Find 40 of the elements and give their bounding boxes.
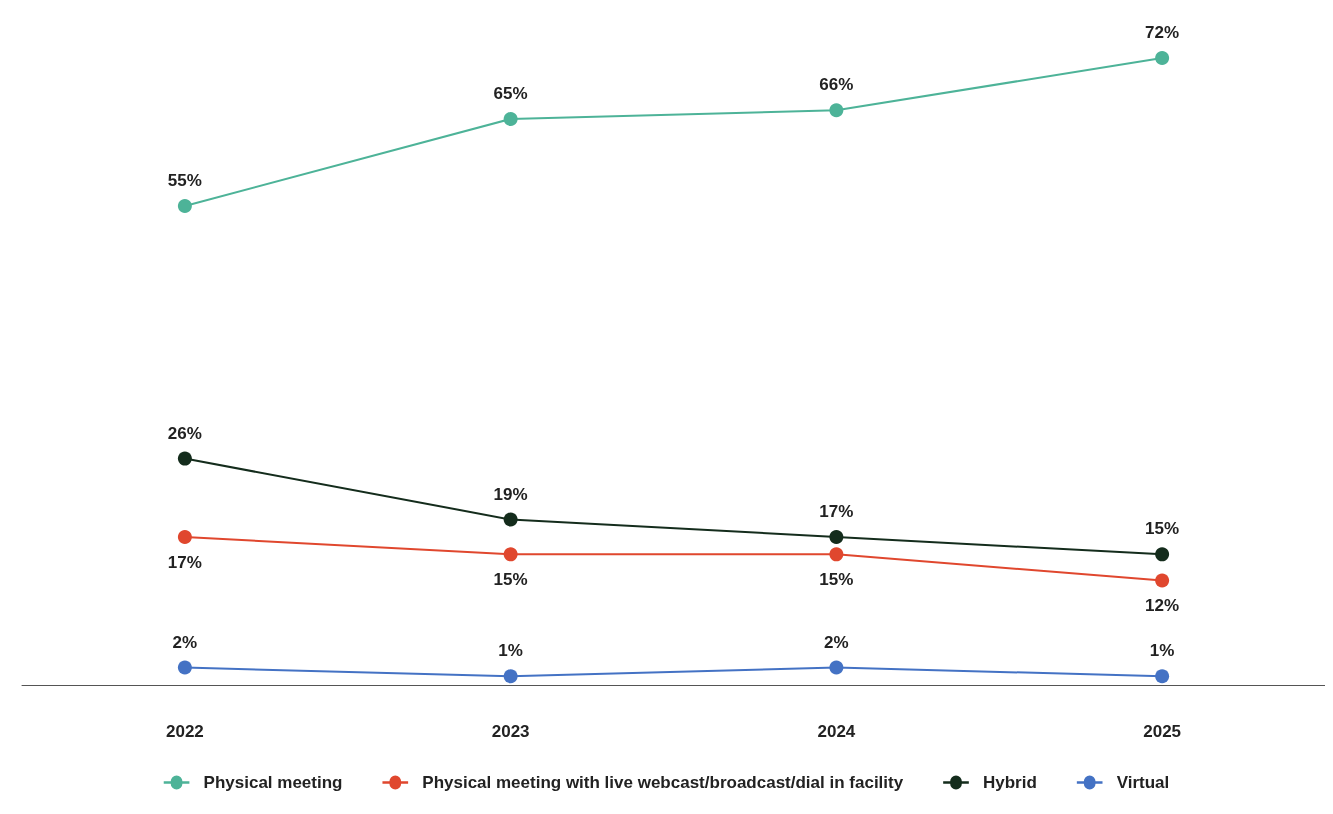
x-tick-label: 2024: [817, 722, 856, 741]
point: [177, 660, 192, 675]
x-tick-label: 2025: [1143, 722, 1182, 741]
point: [829, 529, 844, 544]
data-label: 55%: [167, 171, 202, 191]
point: [1155, 669, 1170, 684]
data-label: 17%: [167, 552, 202, 572]
point: [177, 451, 192, 466]
point: [503, 669, 518, 684]
data-label: 2%: [824, 632, 849, 652]
data-label: 19%: [493, 484, 528, 504]
data-label: 17%: [819, 501, 854, 521]
point: [1155, 51, 1170, 65]
legend-label: Physical meeting with live webcast/broadcast/dial in facility: [422, 773, 904, 792]
data-label: 72%: [1145, 23, 1180, 42]
legend-label: Physical meeting: [203, 773, 343, 792]
point: [503, 547, 518, 562]
data-label: 26%: [167, 423, 202, 443]
point: [177, 529, 192, 544]
x-tick-label: 2023: [491, 722, 530, 741]
data-label: 1%: [498, 641, 523, 661]
point: [1155, 573, 1170, 588]
data-label: 15%: [819, 570, 854, 590]
point: [829, 547, 844, 562]
data-label: 12%: [1145, 596, 1180, 616]
data-label: 15%: [1145, 519, 1180, 539]
point: [829, 103, 844, 118]
data-label: 1%: [1149, 641, 1175, 661]
data-label: 15%: [493, 570, 528, 590]
data-label: 2%: [172, 632, 198, 652]
data-label: 66%: [819, 75, 854, 95]
legend-label: Virtual: [1116, 773, 1170, 792]
point: [503, 512, 518, 527]
legend-label: Hybrid: [983, 773, 1037, 792]
data-label: 65%: [493, 83, 528, 103]
point: [829, 660, 844, 675]
point: [503, 111, 518, 126]
x-tick-label: 2022: [165, 722, 204, 741]
point: [1155, 547, 1170, 562]
point: [177, 199, 192, 214]
